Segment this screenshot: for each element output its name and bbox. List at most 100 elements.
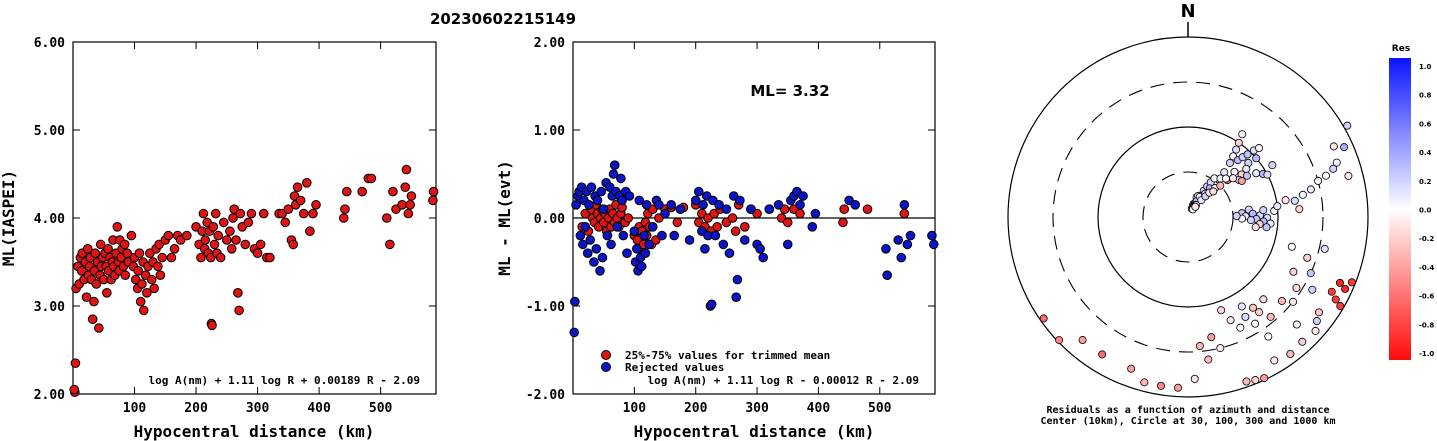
station-marker xyxy=(1251,223,1260,232)
data-point xyxy=(582,248,593,258)
station-marker xyxy=(1238,130,1247,139)
colorbar-tick-label: -0.2 xyxy=(1419,235,1434,243)
data-point xyxy=(142,288,152,298)
y-tick-label: 0.00 xyxy=(534,212,565,227)
data-point xyxy=(76,266,87,276)
data-point xyxy=(138,305,149,316)
data-point xyxy=(95,239,106,250)
data-point xyxy=(149,283,160,294)
data-point xyxy=(246,208,257,219)
station-marker xyxy=(1236,323,1245,332)
colorbar-tick-labels: 1.0 0.8 0.6 0.4 0.2 0.0 -0.2 -0.4 -0.6 -0.8 -1.0 xyxy=(1419,63,1434,358)
data-point xyxy=(622,248,632,258)
data-point xyxy=(288,239,299,250)
polar-caption-line1: Residuals as a function of azimuth and d… xyxy=(1047,404,1330,416)
data-point xyxy=(298,208,309,219)
station-marker xyxy=(1308,285,1317,294)
station-marker xyxy=(1298,190,1307,199)
station-marker xyxy=(1340,143,1349,152)
data-point xyxy=(305,226,315,236)
x-tick-labels: 100 200 300 400 500 xyxy=(123,42,393,416)
data-point xyxy=(580,222,591,232)
data-point xyxy=(340,204,350,214)
station-marker xyxy=(1207,333,1216,342)
station-marker xyxy=(1221,174,1230,183)
data-point xyxy=(755,244,765,254)
station-marker xyxy=(1329,142,1338,151)
station-marker xyxy=(1344,171,1353,180)
data-point xyxy=(585,235,595,245)
data-point xyxy=(639,230,649,241)
station-marker xyxy=(1140,378,1149,387)
data-point xyxy=(624,191,635,201)
y-tick-label: 4.00 xyxy=(34,212,65,227)
station-marker xyxy=(1286,349,1295,358)
station-marker xyxy=(1252,154,1261,163)
data-point xyxy=(632,244,642,254)
legend-label-rejected: Rejected values xyxy=(625,361,724,374)
station-marker xyxy=(1314,308,1323,317)
data-point xyxy=(87,314,98,325)
circle-100km xyxy=(1097,126,1279,308)
data-point xyxy=(712,222,722,232)
data-point xyxy=(120,270,131,281)
circle-300km xyxy=(1052,81,1324,353)
x-tick-label: 500 xyxy=(369,401,393,416)
station-marker xyxy=(1248,303,1257,312)
data-point xyxy=(182,230,192,241)
station-marker xyxy=(1277,296,1286,305)
data-point xyxy=(882,270,892,281)
data-point xyxy=(243,217,254,228)
station-marker xyxy=(1259,206,1268,215)
y-tick-label: 2.00 xyxy=(534,36,565,51)
data-point xyxy=(81,292,92,303)
station-marker xyxy=(1098,350,1107,359)
data-point xyxy=(795,200,805,210)
station-marker xyxy=(1232,145,1241,154)
x-axis-label: Hypocentral distance (km) xyxy=(634,422,875,441)
station-marker xyxy=(1243,150,1252,159)
data-point xyxy=(103,244,113,254)
data-point xyxy=(166,252,177,263)
data-point xyxy=(690,195,701,206)
data-point xyxy=(213,230,223,241)
data-point xyxy=(896,252,907,263)
data-point xyxy=(198,208,209,219)
residual-vs-distance-panel: -2.00 -1.00 0.00 1.00 2.00 100 200 300 400 500 M… xyxy=(495,36,939,441)
station-marker xyxy=(1329,164,1338,173)
y-axis-label: ML(IASPEI) xyxy=(0,170,18,266)
data-point xyxy=(746,204,756,214)
data-point xyxy=(578,239,588,250)
data-point xyxy=(782,239,793,250)
colorbar-tick-label: 0.6 xyxy=(1419,120,1432,128)
data-point xyxy=(609,160,620,170)
data-point xyxy=(69,384,80,395)
colorbar-tick-label: -1.0 xyxy=(1419,350,1434,358)
station-marker xyxy=(1242,377,1251,386)
data-point xyxy=(730,226,741,236)
formula-label: log A(nm) + 1.11 log R + 0.00189 R - 2.0… xyxy=(148,374,420,387)
polar-caption-line2: Center (10km), Circle at 30, 100, 300 an… xyxy=(1040,415,1335,427)
event-id-title: 20230602215149 xyxy=(430,10,576,28)
data-point xyxy=(569,327,580,338)
data-point xyxy=(240,239,251,250)
y-tick-labels: -2.00 -1.00 0.00 1.00 2.00 xyxy=(526,36,935,403)
station-marker xyxy=(1195,342,1204,351)
station-marker xyxy=(1332,158,1341,167)
data-point xyxy=(157,252,168,263)
station-marker xyxy=(1127,364,1136,373)
data-point xyxy=(735,195,745,206)
y-tick-labels: 2.00 3.00 4.00 5.00 6.00 xyxy=(34,36,436,403)
data-point xyxy=(311,200,321,210)
data-point xyxy=(598,204,609,214)
x-tick-label: 100 xyxy=(123,401,147,416)
station-marker xyxy=(1341,284,1350,293)
data-point xyxy=(899,200,910,210)
data-point xyxy=(397,200,407,210)
station-marker xyxy=(1262,223,1271,232)
data-point xyxy=(641,200,652,210)
colorbar-tick-label: 0.8 xyxy=(1419,92,1432,100)
station-marker xyxy=(1289,267,1298,276)
y-tick-label: 3.00 xyxy=(34,300,65,315)
